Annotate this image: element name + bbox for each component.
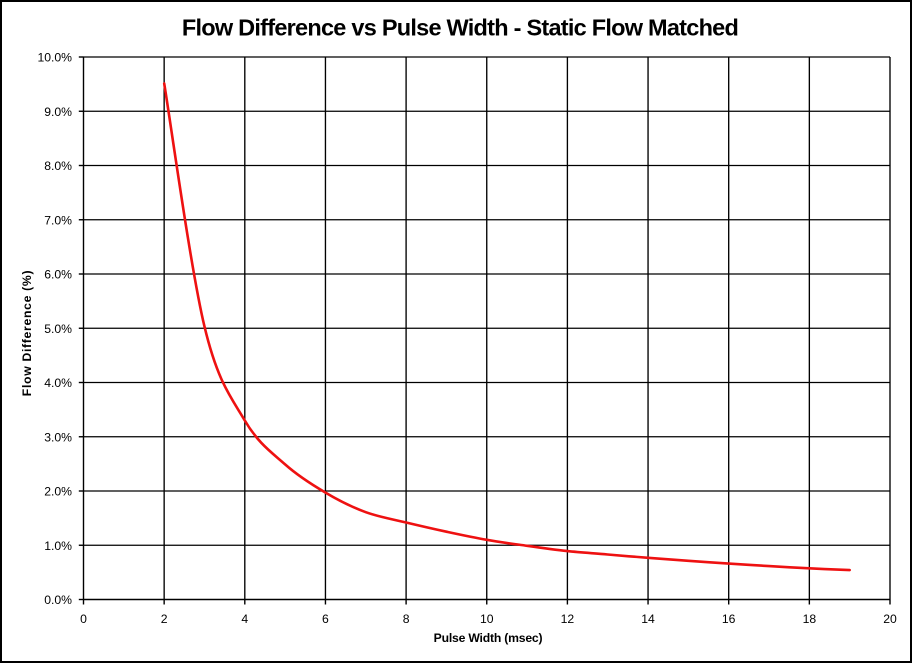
svg-text:0.0%: 0.0% bbox=[44, 593, 72, 607]
svg-text:18: 18 bbox=[803, 612, 817, 626]
svg-text:6.0%: 6.0% bbox=[44, 268, 72, 282]
svg-text:8: 8 bbox=[403, 612, 410, 626]
svg-text:3.0%: 3.0% bbox=[44, 430, 72, 444]
svg-text:Pulse Width (msec): Pulse Width (msec) bbox=[434, 631, 543, 645]
svg-text:5.0%: 5.0% bbox=[44, 322, 72, 336]
svg-text:16: 16 bbox=[722, 612, 736, 626]
svg-text:8.0%: 8.0% bbox=[44, 159, 72, 173]
svg-text:4: 4 bbox=[241, 612, 248, 626]
svg-text:2.0%: 2.0% bbox=[44, 485, 72, 499]
svg-text:9.0%: 9.0% bbox=[44, 105, 72, 119]
svg-text:0: 0 bbox=[80, 612, 87, 626]
svg-text:1.0%: 1.0% bbox=[44, 539, 72, 553]
svg-text:7.0%: 7.0% bbox=[44, 213, 72, 227]
svg-text:20: 20 bbox=[883, 612, 897, 626]
svg-text:4.0%: 4.0% bbox=[44, 376, 72, 390]
svg-text:6: 6 bbox=[322, 612, 329, 626]
svg-text:Flow Difference (%): Flow Difference (%) bbox=[20, 270, 34, 396]
svg-text:10: 10 bbox=[480, 612, 494, 626]
svg-text:2: 2 bbox=[161, 612, 168, 626]
svg-text:Flow Difference vs Pulse Width: Flow Difference vs Pulse Width - Static … bbox=[182, 14, 738, 40]
svg-text:10.0%: 10.0% bbox=[37, 51, 72, 65]
svg-text:14: 14 bbox=[641, 612, 655, 626]
svg-text:12: 12 bbox=[561, 612, 575, 626]
